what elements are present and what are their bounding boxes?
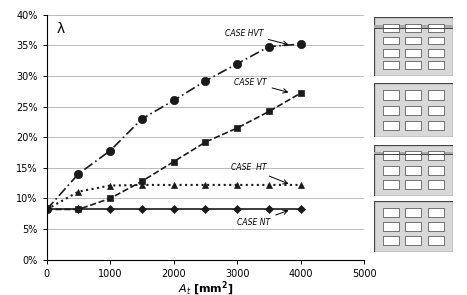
Bar [427, 91, 444, 100]
Bar [405, 208, 421, 217]
Bar [427, 61, 444, 69]
Bar [405, 91, 421, 100]
Bar [427, 106, 444, 115]
Text: λ: λ [56, 22, 64, 36]
Bar [383, 24, 399, 32]
Bar [383, 237, 399, 245]
Bar [405, 222, 421, 231]
Text: CASE VT: CASE VT [234, 78, 288, 93]
Bar [383, 37, 399, 44]
Bar [427, 237, 444, 245]
X-axis label: $\mathit{A_t}\ \mathbf{[mm^2]}$: $\mathit{A_t}\ \mathbf{[mm^2]}$ [178, 280, 233, 295]
Bar [405, 166, 421, 175]
Bar [383, 49, 399, 57]
Bar [383, 222, 399, 231]
Bar [427, 121, 444, 130]
Bar [383, 121, 399, 130]
Bar [427, 166, 444, 175]
Bar [427, 49, 444, 57]
Bar [405, 37, 421, 44]
Text: CASE HVT: CASE HVT [225, 29, 288, 45]
Bar [427, 222, 444, 231]
Text: CASE  HT: CASE HT [231, 163, 288, 184]
Bar [405, 49, 421, 57]
Bar [383, 91, 399, 100]
Bar [405, 24, 421, 32]
Bar [383, 151, 399, 160]
Bar [427, 208, 444, 217]
Bar [427, 37, 444, 44]
Bar [383, 106, 399, 115]
Text: CASE NT: CASE NT [237, 210, 288, 227]
Bar [374, 25, 453, 28]
Bar [427, 180, 444, 189]
Bar [405, 61, 421, 69]
Bar [405, 180, 421, 189]
Bar [405, 151, 421, 160]
Bar [405, 106, 421, 115]
Bar [427, 151, 444, 160]
Bar [405, 237, 421, 245]
Bar [383, 208, 399, 217]
Bar [427, 24, 444, 32]
Bar [383, 180, 399, 189]
Bar [374, 152, 453, 154]
Bar [383, 61, 399, 69]
Bar [405, 121, 421, 130]
Bar [383, 166, 399, 175]
